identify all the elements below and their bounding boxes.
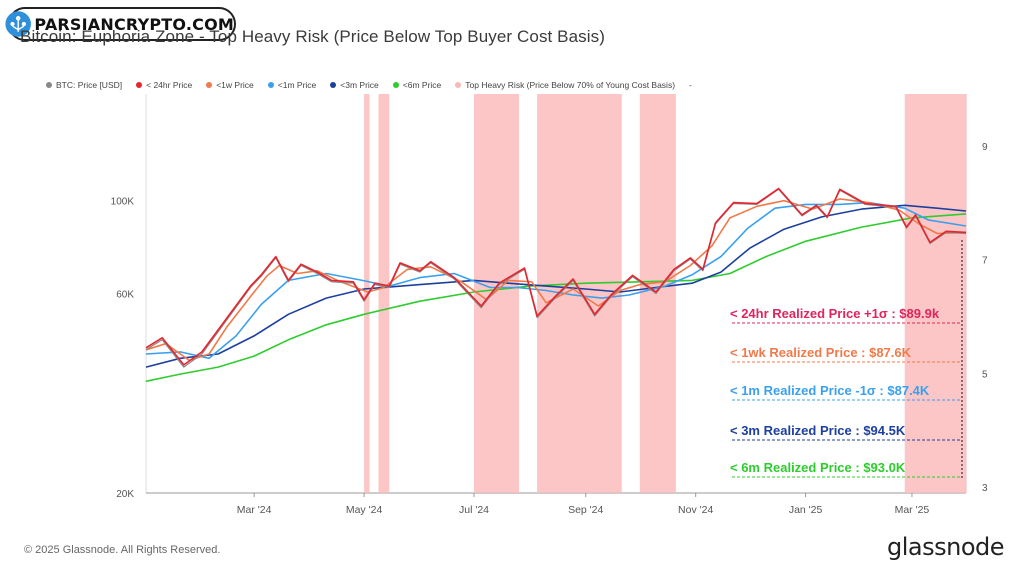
x-tick-label: Sep '24	[568, 504, 603, 516]
legend-dot-icon	[206, 82, 213, 88]
parsiancrypto-logo[interactable]: PARSIANCRYPTO.COM	[5, 7, 236, 41]
realized-price-annotation: < 24hr Realized Price +1σ : $89.9k	[730, 306, 940, 321]
legend-item[interactable]: -	[689, 80, 692, 90]
legend-label: -	[689, 80, 692, 90]
x-tick-label: May '24	[346, 504, 383, 516]
risk-zone-bar	[904, 94, 966, 493]
chart-title: Bitcoin: Euphoria Zone - Top Heavy Risk …	[20, 27, 606, 46]
logo-text: PARSIANCRYPTO.COM	[34, 14, 234, 34]
legend-item[interactable]: BTC: Price [USD]	[46, 80, 122, 90]
y-right-tick-label: 9	[982, 142, 988, 153]
legend-label: <6m Price	[402, 80, 442, 90]
risk-zone-bar	[378, 94, 390, 493]
legend-label: <1w Price	[216, 80, 254, 90]
y-right-tick-label: 7	[982, 256, 988, 267]
legend-item[interactable]: <3m Price	[330, 80, 379, 90]
chart-legend: BTC: Price [USD] < 24hr Price <1w Price <1m…	[46, 80, 692, 90]
copyright-text: © 2025 Glassnode. All Rights Reserved.	[24, 544, 221, 556]
legend-label: < 24hr Price	[146, 80, 193, 90]
legend-item[interactable]: <6m Price	[392, 80, 442, 90]
realized-price-annotation: < 1wk Realized Price : $87.6K	[730, 345, 912, 360]
legend-label: Top Heavy Risk (Price Below 70% of Young…	[465, 80, 676, 90]
x-tick-label: Jul '24	[459, 504, 489, 516]
legend-label: BTC: Price [USD]	[56, 80, 123, 90]
legend-dot-icon	[267, 82, 274, 88]
y-left-tick-label: 100K	[111, 197, 135, 208]
y-left-tick-label: 20K	[116, 489, 134, 500]
legend-item[interactable]: < 24hr Price	[136, 80, 192, 90]
legend-label: <1m Price	[277, 80, 317, 90]
series-line	[145, 204, 967, 368]
glassnode-brand: glassnode	[886, 533, 1005, 561]
legend-item[interactable]: <1m Price	[267, 80, 317, 90]
risk-zone-bar	[639, 94, 676, 493]
legend-dot-icon	[455, 82, 462, 88]
x-tick-label: Mar '24	[237, 504, 272, 516]
legend-dot-icon	[392, 82, 399, 88]
x-tick-label: Jan '25	[789, 504, 823, 516]
realized-price-annotation: < 6m Realized Price : $93.0K	[730, 460, 906, 475]
legend-dot-icon	[330, 82, 337, 88]
legend-label: <3m Price	[340, 80, 379, 90]
realized-price-annotation: < 1m Realized Price -1σ : $87.4K	[730, 383, 930, 398]
y-left-tick-label: 60K	[116, 290, 134, 301]
legend-dot-icon	[136, 82, 143, 88]
series-line	[145, 187, 967, 366]
y-right-tick-label: 3	[982, 483, 988, 494]
legend-dot-icon	[46, 82, 52, 88]
legend-item[interactable]: Top Heavy Risk (Price Below 70% of Young…	[455, 80, 675, 90]
x-tick-label: Nov '24	[678, 504, 713, 516]
legend-item[interactable]: <1w Price	[206, 80, 254, 90]
y-right-tick-label: 5	[982, 369, 988, 380]
x-tick-label: Mar '25	[895, 504, 930, 516]
realized-price-annotation: < 3m Realized Price : $94.5K	[730, 423, 906, 438]
risk-zone-bar	[474, 94, 520, 493]
risk-zone-bar	[364, 94, 370, 493]
tree-network-icon	[5, 11, 31, 37]
